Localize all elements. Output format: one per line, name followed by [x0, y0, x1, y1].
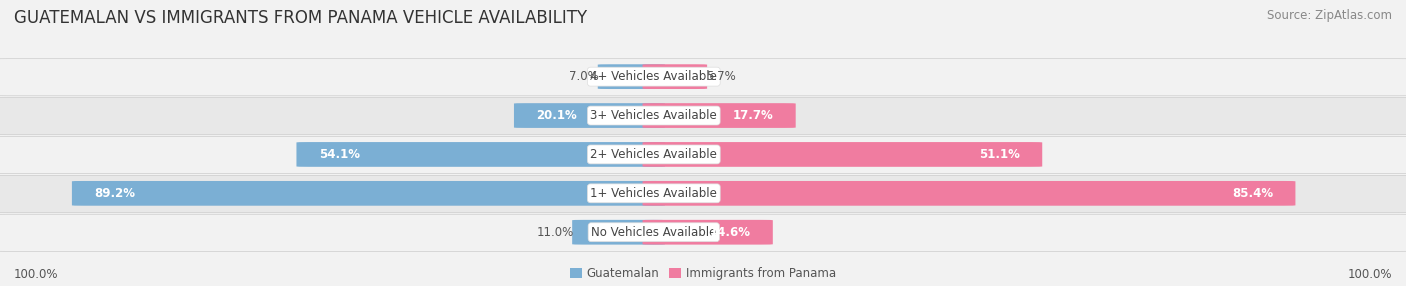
FancyBboxPatch shape — [0, 214, 1406, 251]
Text: 100.0%: 100.0% — [1347, 268, 1392, 281]
FancyBboxPatch shape — [0, 98, 1406, 135]
Text: 17.7%: 17.7% — [733, 109, 773, 122]
FancyBboxPatch shape — [643, 142, 1042, 167]
FancyBboxPatch shape — [643, 181, 1295, 206]
Text: 14.6%: 14.6% — [709, 226, 751, 239]
Text: 54.1%: 54.1% — [319, 148, 360, 161]
Text: 4+ Vehicles Available: 4+ Vehicles Available — [591, 70, 717, 83]
FancyBboxPatch shape — [572, 220, 665, 245]
Text: 51.1%: 51.1% — [979, 148, 1019, 161]
FancyBboxPatch shape — [643, 103, 796, 128]
Text: 85.4%: 85.4% — [1232, 187, 1272, 200]
FancyBboxPatch shape — [297, 142, 665, 167]
Text: GUATEMALAN VS IMMIGRANTS FROM PANAMA VEHICLE AVAILABILITY: GUATEMALAN VS IMMIGRANTS FROM PANAMA VEH… — [14, 9, 588, 27]
Text: 7.0%: 7.0% — [569, 70, 599, 83]
Text: 20.1%: 20.1% — [537, 109, 578, 122]
Text: 5.7%: 5.7% — [706, 70, 735, 83]
Text: Source: ZipAtlas.com: Source: ZipAtlas.com — [1267, 9, 1392, 21]
Legend: Guatemalan, Immigrants from Panama: Guatemalan, Immigrants from Panama — [571, 267, 835, 280]
FancyBboxPatch shape — [598, 64, 665, 89]
FancyBboxPatch shape — [0, 175, 1406, 212]
Text: 11.0%: 11.0% — [536, 226, 574, 239]
Text: 2+ Vehicles Available: 2+ Vehicles Available — [591, 148, 717, 161]
FancyBboxPatch shape — [72, 181, 665, 206]
Text: 1+ Vehicles Available: 1+ Vehicles Available — [591, 187, 717, 200]
Text: No Vehicles Available: No Vehicles Available — [591, 226, 717, 239]
FancyBboxPatch shape — [643, 220, 773, 245]
Text: 89.2%: 89.2% — [94, 187, 135, 200]
FancyBboxPatch shape — [643, 64, 707, 89]
FancyBboxPatch shape — [0, 136, 1406, 174]
FancyBboxPatch shape — [0, 59, 1406, 96]
FancyBboxPatch shape — [515, 103, 665, 128]
Text: 100.0%: 100.0% — [14, 268, 59, 281]
Text: 3+ Vehicles Available: 3+ Vehicles Available — [591, 109, 717, 122]
